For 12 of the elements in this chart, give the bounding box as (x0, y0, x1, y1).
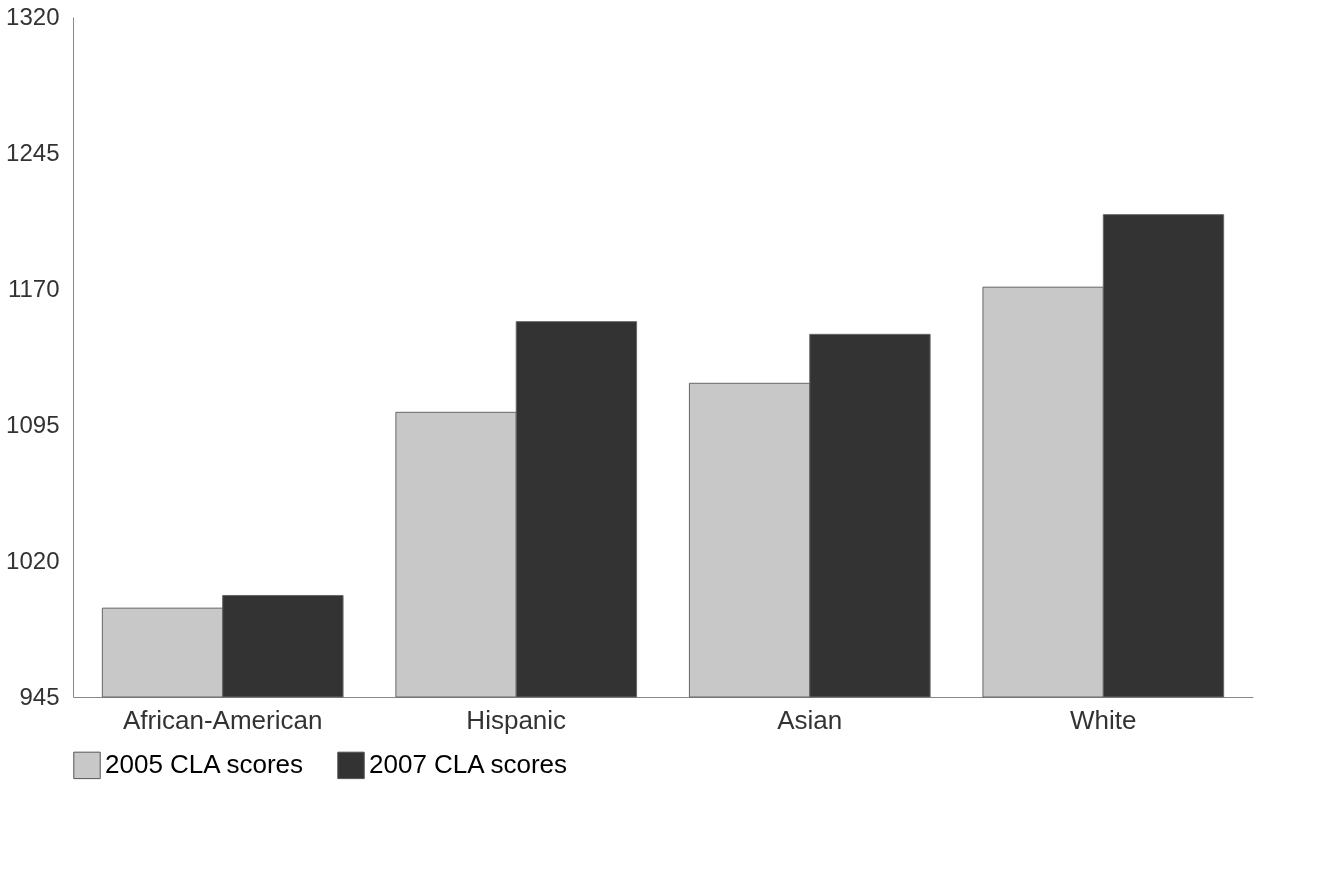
y-tick-label: 945 (19, 682, 60, 710)
y-tick-label: 1095 (6, 410, 60, 438)
y-tick-label: 1020 (6, 546, 60, 574)
legend-label: 2005 CLA scores (105, 749, 304, 780)
y-tick-label: 1320 (6, 2, 60, 30)
x-tick-label: Hispanic (466, 704, 567, 735)
legend-label: 2007 CLA scores (369, 749, 568, 780)
x-tick-label: White (1070, 704, 1137, 735)
x-tick-label: African-American (123, 704, 323, 735)
x-tick-label: Asian (777, 704, 843, 735)
y-tick-label: 1170 (7, 274, 60, 302)
y-tick-label: 1245 (6, 138, 60, 166)
